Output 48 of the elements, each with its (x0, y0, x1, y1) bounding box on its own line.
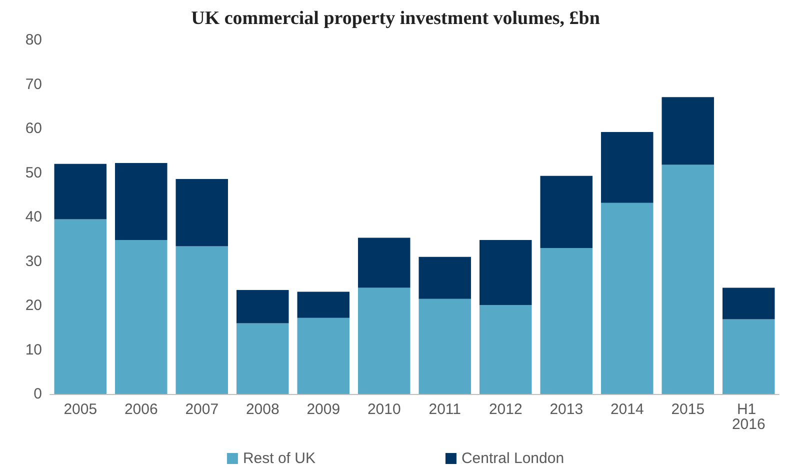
x-tick-label: 2008 (246, 401, 280, 418)
bar (358, 238, 410, 288)
bar (480, 240, 532, 306)
x-tick-label: 2015 (671, 401, 705, 418)
x-tick-label: 2009 (306, 401, 340, 418)
bar (176, 246, 228, 394)
x-tick-label: 2012 (488, 401, 522, 418)
legend-label: Rest of UK (242, 450, 316, 467)
x-tick-label: 2013 (550, 401, 584, 418)
bar (176, 178, 228, 246)
bar (297, 318, 350, 394)
x-tick-label: H1 2016 (732, 401, 766, 433)
bar (54, 219, 106, 394)
bar (418, 256, 471, 299)
bar (662, 164, 714, 394)
bar (722, 288, 775, 320)
y-tick-label: 70 (25, 76, 42, 93)
y-tick-label: 40 (25, 208, 42, 226)
x-tick-label: 2006 (124, 401, 158, 418)
y-tick-label: 30 (25, 252, 42, 270)
x-tick-label: 2010 (367, 401, 401, 418)
bar (115, 240, 168, 394)
y-tick-label: 60 (25, 120, 42, 137)
x-tick-label: 2011 (428, 401, 462, 418)
bar (601, 202, 654, 394)
x-tick-label: 2005 (64, 401, 98, 418)
bar (358, 288, 410, 394)
bar (297, 292, 350, 318)
x-tick-label: 2014 (610, 401, 644, 418)
bar (662, 97, 714, 165)
bar (236, 290, 289, 324)
y-tick-label: 20 (25, 297, 42, 314)
bar (54, 164, 106, 220)
bar (115, 163, 168, 240)
y-tick-label: 10 (25, 341, 42, 358)
x-tick-label: 2007 (185, 401, 219, 418)
bar (601, 132, 654, 203)
bar (722, 319, 775, 394)
bar (540, 176, 592, 248)
legend-label: Central London (461, 450, 564, 467)
bar (236, 323, 289, 394)
chart-title: UK commercial property investment volumes, £bn (191, 8, 600, 29)
bar (480, 305, 532, 394)
bar (418, 298, 471, 394)
y-tick-label: 80 (25, 32, 42, 48)
bar (540, 248, 592, 394)
y-tick-label: 0 (34, 386, 42, 402)
y-tick-label: 50 (25, 164, 42, 182)
